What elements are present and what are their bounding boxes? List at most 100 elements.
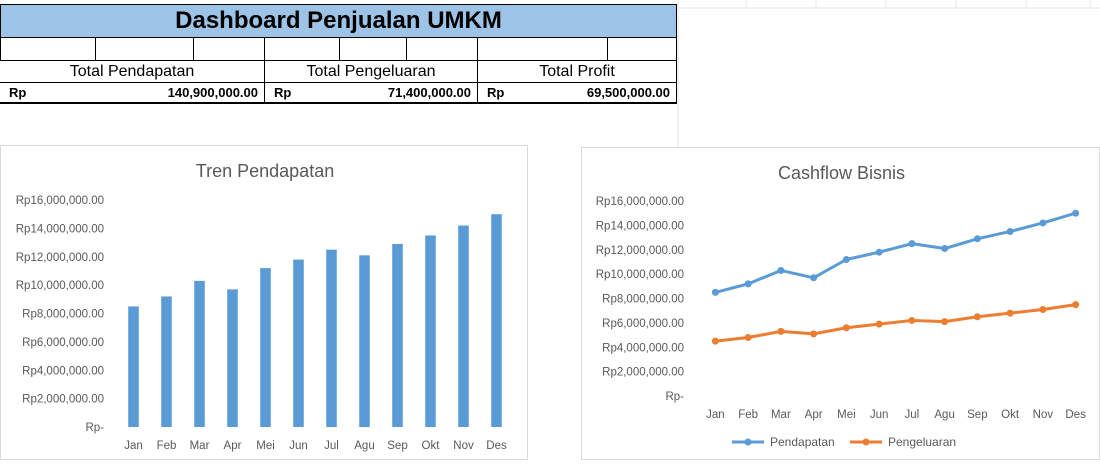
series-line-pendapatan bbox=[714, 211, 1077, 294]
empty-cell[interactable] bbox=[340, 38, 407, 60]
point-pendapatan-apr bbox=[810, 274, 818, 282]
summary-value-row: Rp 140,900,000.00 Rp 71,400,000.00 Rp 69… bbox=[0, 83, 677, 104]
y-tick-label: Rp6,000,000.00 bbox=[602, 318, 684, 330]
x-tick-label: Nov bbox=[1033, 409, 1054, 421]
y-tick-label: Rp6,000,000.00 bbox=[22, 337, 104, 349]
total-pengeluaran-label[interactable]: Total Pengeluaran bbox=[265, 61, 478, 82]
dashboard-title[interactable]: Dashboard Penjualan UMKM bbox=[0, 4, 677, 38]
x-tick-label: Apr bbox=[224, 440, 242, 452]
x-tick-label: Des bbox=[1065, 409, 1086, 421]
point-pengeluaran-nov bbox=[1039, 305, 1047, 313]
total-pendapatan-label[interactable]: Total Pendapatan bbox=[0, 61, 265, 82]
x-tick-label: Agu bbox=[934, 409, 954, 421]
x-tick-label: Des bbox=[486, 440, 507, 452]
empty-cell[interactable] bbox=[96, 38, 194, 60]
series-line-pengeluaran bbox=[715, 303, 1076, 343]
y-tick-label: Rp16,000,000.00 bbox=[16, 195, 104, 207]
chart-title: Cashflow Bisnis bbox=[778, 163, 905, 183]
x-tick-label: Agu bbox=[354, 440, 374, 452]
point-pendapatan-mar bbox=[777, 266, 785, 274]
empty-cell[interactable] bbox=[478, 38, 608, 60]
x-tick-label: Apr bbox=[805, 409, 823, 421]
y-tick-label: Rp14,000,000.00 bbox=[596, 220, 684, 232]
total-profit-cell[interactable]: Rp 69,500,000.00 bbox=[478, 83, 677, 102]
empty-cell[interactable] bbox=[0, 38, 96, 60]
point-pengeluaran-jan bbox=[711, 337, 719, 345]
bar-apr bbox=[227, 289, 238, 427]
cashflow-bisnis-chart[interactable]: Cashflow Bisnis Rp- Rp2,000,000.00 Rp4,000,… bbox=[581, 147, 1100, 460]
x-tick-label: Jun bbox=[289, 440, 308, 452]
x-tick-label: Okt bbox=[422, 440, 441, 452]
empty-cell[interactable] bbox=[407, 38, 478, 60]
point-pengeluaran-okt bbox=[1006, 309, 1014, 317]
x-tick-label: Mei bbox=[837, 409, 856, 421]
x-tick-label: Jul bbox=[905, 409, 920, 421]
x-tick-label: Feb bbox=[738, 409, 758, 421]
point-pendapatan-mei bbox=[842, 256, 850, 263]
x-tick-label: Sep bbox=[387, 440, 407, 452]
y-tick-label: Rp14,000,000.00 bbox=[16, 223, 104, 235]
bar-jun bbox=[293, 259, 304, 427]
bar-feb bbox=[161, 296, 172, 427]
y-tick-label: Rp4,000,000.00 bbox=[602, 342, 684, 354]
bar-okt bbox=[425, 235, 436, 427]
x-tick-label: Nov bbox=[453, 440, 474, 452]
x-tick-label: Okt bbox=[1001, 409, 1020, 421]
chart-title: Tren Pendapatan bbox=[196, 161, 334, 181]
point-pendapatan-jul bbox=[908, 240, 916, 248]
point-pengeluaran-sep bbox=[973, 313, 981, 321]
point-pendapatan-nov bbox=[1039, 219, 1047, 227]
total-pendapatan-cell[interactable]: Rp 140,900,000.00 bbox=[0, 83, 265, 102]
currency-label: Rp bbox=[487, 85, 505, 100]
point-pengeluaran-des bbox=[1072, 301, 1080, 309]
y-tick-label: Rp2,000,000.00 bbox=[22, 394, 104, 406]
point-pendapatan-feb bbox=[744, 280, 752, 288]
empty-cell[interactable] bbox=[608, 38, 677, 60]
point-pengeluaran-jun bbox=[875, 320, 883, 328]
point-pendapatan-okt bbox=[1006, 227, 1014, 235]
line-chart-svg: Cashflow Bisnis Rp- Rp2,000,000.00 Rp4,000,… bbox=[596, 163, 1086, 449]
y-tick-label: Rp8,000,000.00 bbox=[22, 309, 104, 321]
point-pengeluaran-jul bbox=[908, 316, 916, 324]
point-pengeluaran-mar bbox=[777, 327, 785, 335]
x-tick-label: Feb bbox=[157, 440, 177, 452]
bar-des bbox=[491, 214, 502, 427]
point-pendapatan-agu bbox=[941, 245, 949, 253]
y-tick-label: Rp16,000,000.00 bbox=[596, 196, 684, 208]
empty-cell[interactable] bbox=[265, 38, 340, 60]
bar-mar bbox=[194, 280, 205, 427]
empty-row bbox=[0, 38, 677, 60]
point-pengeluaran-agu bbox=[941, 318, 949, 326]
x-tick-label: Sep bbox=[967, 409, 987, 421]
currency-label: Rp bbox=[9, 85, 27, 100]
total-pengeluaran-cell[interactable]: Rp 71,400,000.00 bbox=[265, 83, 478, 102]
point-pendapatan-jun bbox=[875, 248, 883, 256]
point-pendapatan-jan bbox=[711, 288, 719, 296]
bar-chart-svg: Tren Pendapatan Rp- Rp2,000,000.00 Rp4,000,… bbox=[16, 161, 507, 452]
point-pengeluaran-apr bbox=[810, 330, 818, 338]
currency-label: Rp bbox=[274, 85, 292, 100]
point-pendapatan-des bbox=[1072, 209, 1080, 217]
x-tick-label: Mar bbox=[190, 440, 210, 452]
empty-cell[interactable] bbox=[194, 38, 265, 60]
legend-marker-pendapatan bbox=[744, 438, 752, 446]
point-pengeluaran-feb bbox=[744, 334, 752, 341]
bar-agu bbox=[359, 255, 370, 427]
y-tick-label: Rp- bbox=[85, 422, 104, 434]
y-tick-label: Rp10,000,000.00 bbox=[596, 269, 684, 281]
legend-marker-pengeluaran bbox=[862, 438, 870, 446]
summary-header-row: Total Pendapatan Total Pengeluaran Total… bbox=[0, 60, 677, 83]
total-profit-label[interactable]: Total Profit bbox=[478, 61, 677, 82]
y-tick-label: Rp12,000,000.00 bbox=[596, 245, 684, 257]
point-pendapatan-sep bbox=[973, 235, 981, 243]
x-tick-label: Jan bbox=[706, 409, 725, 421]
x-tick-label: Jan bbox=[124, 440, 143, 452]
bar-sep bbox=[392, 243, 403, 427]
bar-jan bbox=[128, 306, 139, 427]
y-tick-label: Rp4,000,000.00 bbox=[22, 365, 104, 377]
total-pengeluaran-value: 71,400,000.00 bbox=[387, 85, 471, 100]
bar-nov bbox=[458, 225, 469, 427]
total-profit-value: 69,500,000.00 bbox=[586, 85, 670, 100]
tren-pendapatan-chart[interactable]: Tren Pendapatan Rp- Rp2,000,000.00 Rp4,000,… bbox=[0, 145, 528, 460]
x-tick-label: Mar bbox=[771, 409, 791, 421]
